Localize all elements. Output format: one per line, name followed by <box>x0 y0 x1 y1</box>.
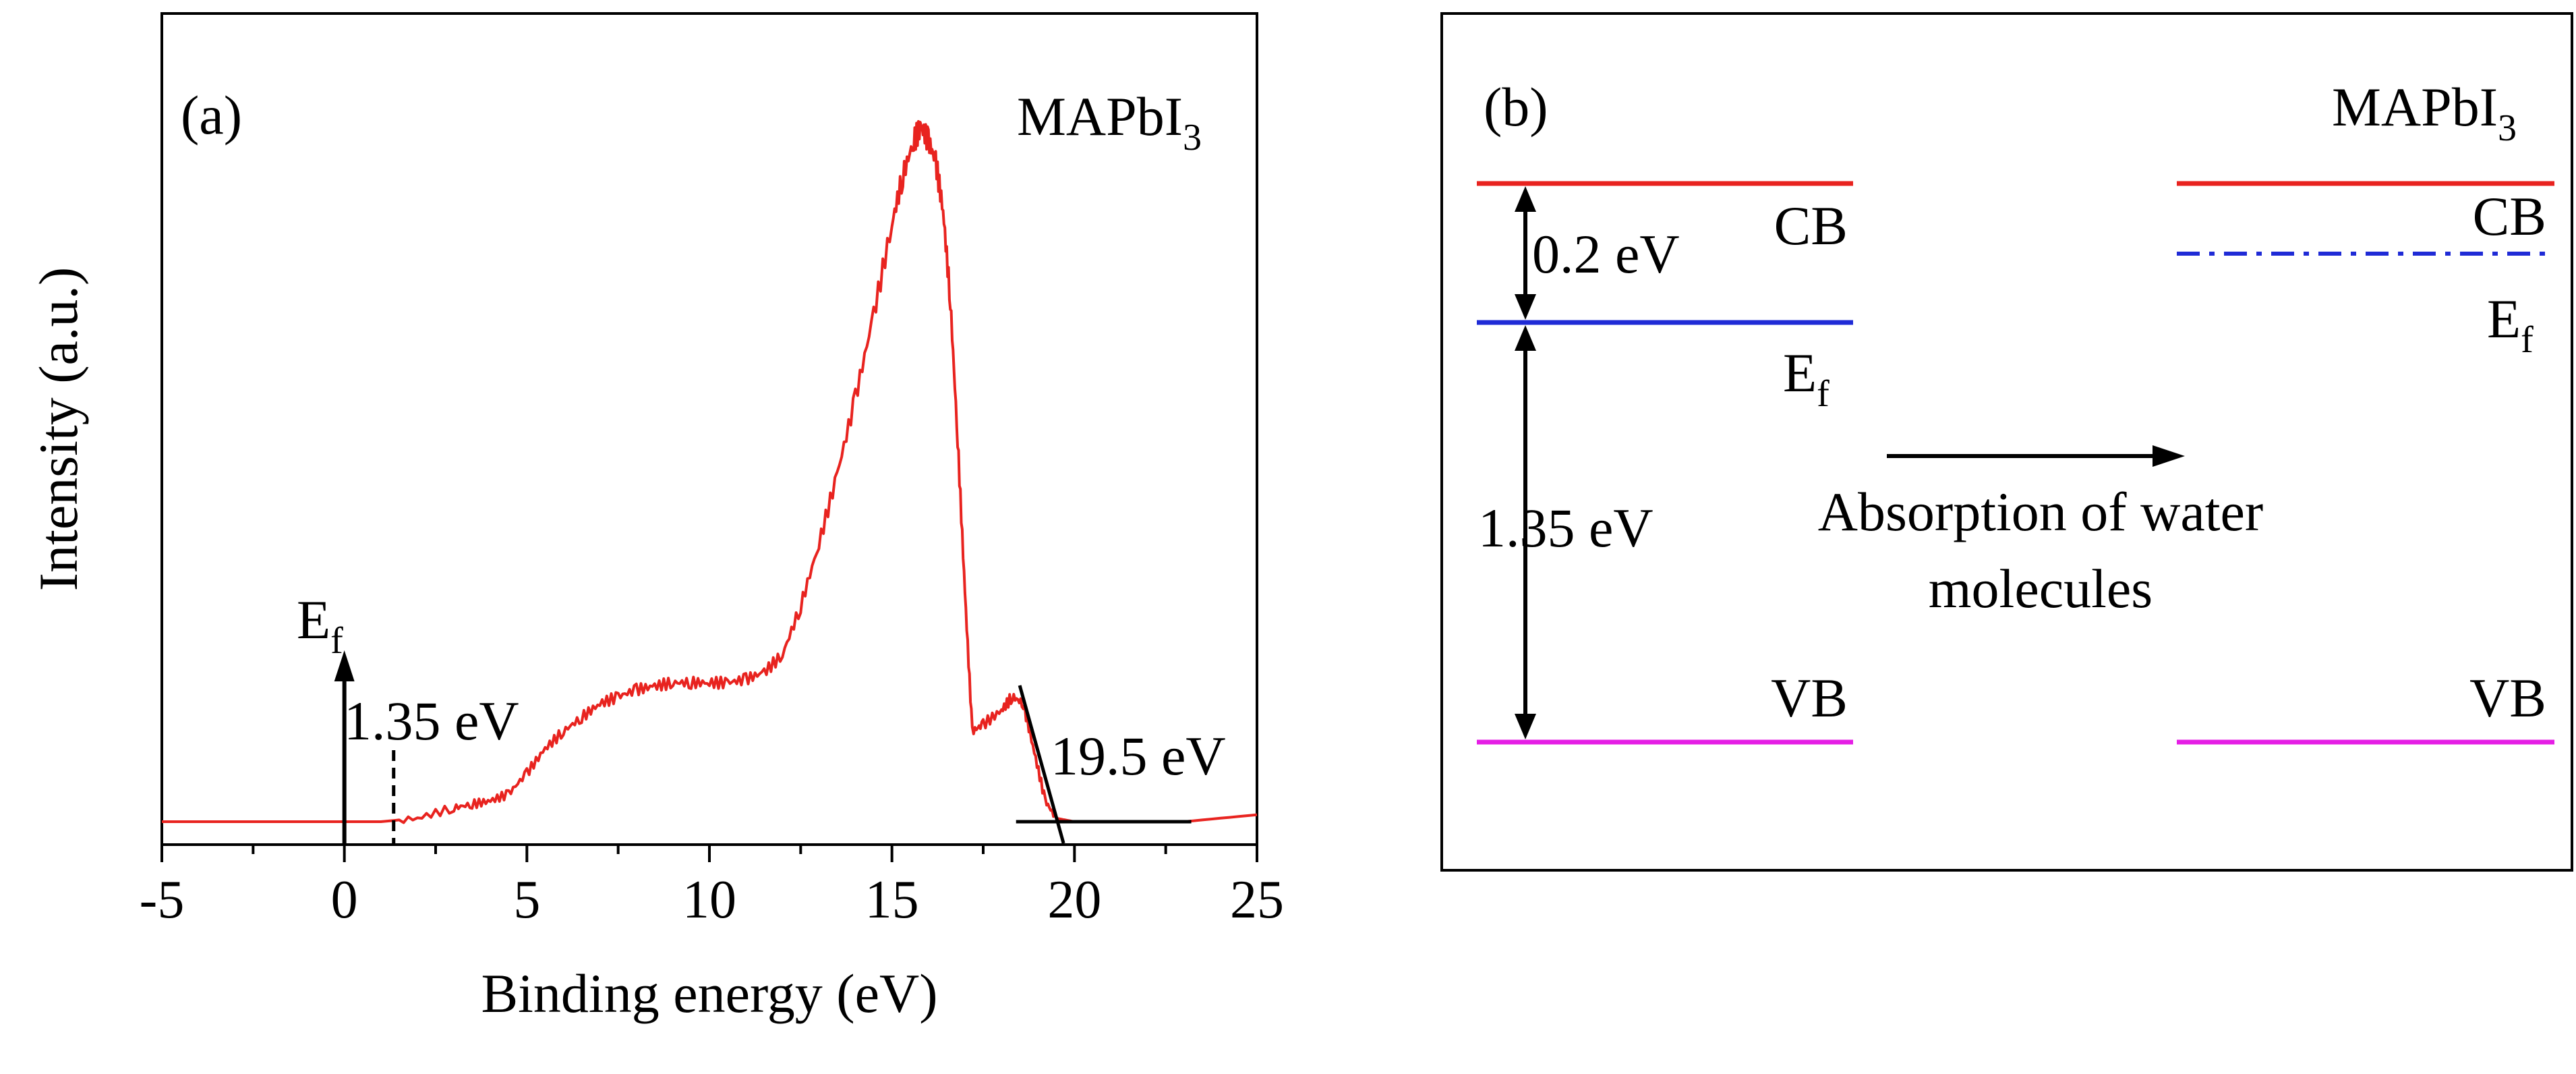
panel-a-annotations <box>334 650 1192 845</box>
process-arrow <box>1887 445 2185 467</box>
panel-b-label: (b) <box>1484 76 1548 138</box>
process-label-line2: molecules <box>1929 558 2153 619</box>
x-tick-label: 15 <box>865 870 919 930</box>
x-tick-label: 25 <box>1230 870 1284 930</box>
left-cb-label: CB <box>1774 195 1848 256</box>
x-tick-label: -5 <box>140 870 185 930</box>
panel-a-x-tick-labels: -5 0 5 10 15 20 25 <box>140 870 1284 930</box>
panel-a-title: MAPbI3 <box>1017 86 1202 159</box>
panel-b-frame <box>1440 12 2573 872</box>
right-cb-label: CB <box>2473 186 2546 247</box>
spectrum-line <box>162 120 1258 824</box>
fermi-level-arrow-head <box>334 650 355 681</box>
right-vb-label: VB <box>2469 667 2546 729</box>
right-ef-label: Ef <box>2487 288 2534 361</box>
gap-arrow-ef-vb <box>1515 325 1536 739</box>
x-tick-label: 20 <box>1047 870 1101 930</box>
gap-arrow-cb-ef <box>1515 186 1536 320</box>
panel-b-diagram: (b) MAPbI3 CB Ef VB 0.2 eV 1.35 eV Absor… <box>1440 12 2573 872</box>
gap-cb-ef-label: 0.2 eV <box>1532 223 1680 285</box>
left-ef-label: Ef <box>1783 342 1829 415</box>
x-tick-label: 10 <box>682 870 736 930</box>
y-axis-title: Intensity (a.u.) <box>28 267 89 591</box>
gap-ef-vb-label: 1.35 eV <box>1478 497 1653 559</box>
x-tick-label: 0 <box>331 870 358 930</box>
secondary-edge-tangent <box>1018 685 1065 844</box>
x-tick-label: 5 <box>513 870 540 930</box>
valence-edge-label: 1.35 eV <box>344 690 519 752</box>
fermi-level-label: Ef <box>297 589 343 662</box>
panel-a-x-ticks <box>160 845 1258 862</box>
x-axis-title: Binding energy (eV) <box>481 963 937 1024</box>
left-vb-label: VB <box>1771 667 1848 729</box>
panel-a-label: (a) <box>181 84 242 146</box>
secondary-edge-label: 19.5 eV <box>1051 725 1226 787</box>
panel-b-title: MAPbI3 <box>2332 76 2517 149</box>
panel-a-chart: -5 0 5 10 15 20 25 (a) MAPbI3 Ef 1.35 eV 19.5 … <box>28 12 1284 1024</box>
process-label-line1: Absorption of water <box>1818 481 2263 542</box>
